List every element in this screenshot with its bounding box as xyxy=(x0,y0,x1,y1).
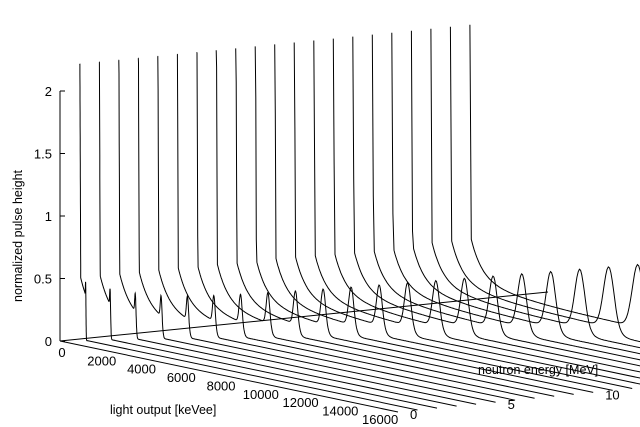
y-tick-label: 10 xyxy=(605,387,619,402)
spectrum-curve-2mev xyxy=(98,61,438,409)
z-tick-label: 0.5 xyxy=(34,272,52,287)
spectrum-curve-1mev xyxy=(79,63,418,411)
x-tick-label: 12000 xyxy=(283,395,319,410)
spectrum-curve-18mev xyxy=(410,30,640,355)
spectrum-curve-16mev xyxy=(371,34,640,367)
spectrum-curve-14mev xyxy=(332,38,640,379)
y-tick-label: 5 xyxy=(508,397,515,412)
spectrum-curve-21mev xyxy=(469,24,640,324)
spectrum-curve-6mev xyxy=(176,53,516,401)
x-tick-label: 16000 xyxy=(362,412,398,427)
x-tick-label: 6000 xyxy=(167,370,196,385)
spectrum-curve-19mev xyxy=(430,28,640,349)
z-tick-label: 1.5 xyxy=(34,147,52,162)
spectrum-curve-20mev xyxy=(449,26,640,343)
spectrum-curve-7mev xyxy=(196,51,535,399)
y-axis-line xyxy=(59,291,549,342)
y-tick-label: 0 xyxy=(410,407,417,422)
z-axis-title: normalized pulse height xyxy=(11,169,25,302)
spectrum-curve-17mev xyxy=(391,32,640,361)
x-tick-label: 4000 xyxy=(127,362,156,377)
spectra-curves xyxy=(79,24,640,411)
spectrum-curve-11mev xyxy=(274,44,613,391)
x-tick-label: 14000 xyxy=(322,403,358,418)
x-axis-title: light output [keVee] xyxy=(110,403,216,417)
spectrum-curve-15mev xyxy=(352,36,640,373)
y-axis-title: neutron energy [MeV] xyxy=(478,363,598,377)
spectrum-curve-5mev xyxy=(157,55,496,403)
spectrum-curve-4mev xyxy=(137,57,477,405)
spectrum-curve-13mev xyxy=(313,40,640,385)
x-tick-label: 0 xyxy=(58,345,65,360)
x-tick-label: 8000 xyxy=(207,378,236,393)
spectrum-curve-12mev xyxy=(293,42,633,389)
z-tick-label: 2 xyxy=(45,84,52,99)
spectrum-curve-9mev xyxy=(235,48,574,395)
x-tick-label: 10000 xyxy=(243,387,279,402)
x-tick-label: 2000 xyxy=(87,353,116,368)
z-tick-label: 0 xyxy=(45,334,52,349)
z-tick-label: 1 xyxy=(45,209,52,224)
spectrum-curve-8mev xyxy=(215,50,555,397)
tick-labels: 0 0.5 1 1.5 2 0 2000 4000 6000 8000 10000 120001400… xyxy=(34,84,620,427)
spectrum-curve-10mev xyxy=(254,46,594,393)
x-axis-line xyxy=(59,340,399,413)
spectrum-curve-3mev xyxy=(118,59,457,407)
